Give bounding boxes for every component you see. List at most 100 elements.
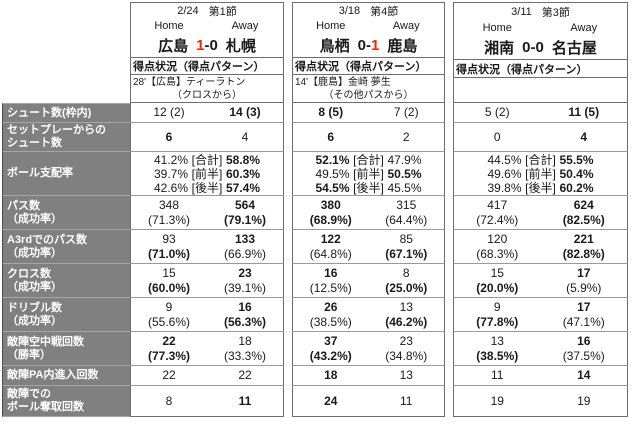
goal-pattern: （その他パスから） [323, 90, 414, 101]
home-team: 湘南 [484, 39, 515, 57]
stat-row-possession: ボール支配率 41.2% [合計] 58.8% 39.7% [前半] 60.3% 42.… [2, 152, 636, 196]
row-label: クロス数 （成功率） [2, 264, 130, 298]
goals-section-header: 得点状況（得点パターン） [131, 56, 283, 75]
stat-cell: 380 (68.9%) 315 (64.4%) [292, 196, 445, 230]
score-sep: - [366, 36, 371, 54]
home-label: Home [316, 20, 346, 33]
home-away-labels: Home Away [293, 19, 444, 33]
stat-cell: 120 (68.3%) 221 (82.8%) [453, 230, 628, 264]
match-stats-table: 2/24 第1節 Home Away 広島 1-0 札幌 得点状況（得点パターン… [2, 2, 636, 417]
stat-cell: 22 22 [130, 366, 284, 386]
header-spacer [2, 2, 130, 103]
home-score: 1 [196, 36, 205, 54]
stat-row-passes: パス数 （成功率） 348 (71.3%) 564 (79.1%) 380 (68.9%… [2, 196, 636, 230]
stat-cell: 18 13 [292, 366, 445, 386]
away-team: 鹿島 [387, 37, 418, 55]
stat-cell: 93 (71.0%) 133 (66.9%) [130, 230, 284, 264]
score: 0-1 [358, 37, 380, 54]
row-label: 敵陣空中戦回数 （勝率） [2, 332, 130, 366]
stat-cell: 52.1% [合計] 47.9% 49.5% [前半] 50.5% 54.5% [後半] 4… [292, 152, 445, 196]
stat-cell: 26 (38.5%) 13 (46.2%) [292, 298, 445, 332]
row-label: シュート数(枠内) [2, 103, 130, 123]
stat-cell: 15 (20.0%) 17 (5.9%) [453, 264, 628, 298]
stat-cell: 9 (77.8%) 17 (47.1%) [453, 298, 628, 332]
match-date: 3/11 第3節 [454, 3, 627, 20]
goals-list: 14'【鹿島】金崎 夢生 （その他パスから） [293, 75, 444, 102]
home-team: 鳥栖 [319, 37, 350, 55]
stat-cell: 11 14 [453, 366, 628, 386]
home-score: 0 [522, 38, 531, 56]
match-header-2: 3/18 第4節 Home Away 鳥栖 0-1 鹿島 得点状況（得点パターン… [292, 2, 445, 103]
goals-section-header: 得点状況（得点パターン） [454, 59, 627, 78]
stat-cell: 24 11 [292, 386, 445, 417]
match-header-1: 2/24 第1節 Home Away 広島 1-0 札幌 得点状況（得点パターン… [130, 2, 284, 103]
stat-cell: 44.5% [合計] 55.5% 49.6% [前半] 50.4% 39.8% [後半] 6… [453, 152, 628, 196]
away-team: 札幌 [225, 37, 256, 55]
match-date: 3/18 第4節 [293, 3, 444, 19]
stat-cell: 12 (2) 14 (3) [130, 103, 284, 123]
stat-cell: 348 (71.3%) 564 (79.1%) [130, 196, 284, 230]
goals-list: 28'【広島】ティーラトン （クロスから） [131, 75, 283, 102]
home-team: 広島 [158, 37, 189, 55]
stat-cell: 16 (12.5%) 8 (25.0%) [292, 264, 445, 298]
away-team: 名古屋 [551, 39, 597, 57]
row-label: ドリブル数 （成功率） [2, 298, 130, 332]
goals-list [454, 78, 627, 102]
stat-cell: 9 (55.6%) 16 (56.3%) [130, 298, 284, 332]
home-away-labels: Home Away [131, 19, 283, 33]
stat-cell: 22 (77.3%) 18 (33.3%) [130, 332, 284, 366]
round: 第3節 [541, 6, 570, 19]
goal-scorer: 14'【鹿島】金崎 夢生 [295, 77, 391, 88]
match-header-3: 3/11 第3節 Home Away 湘南 0-0 名古屋 得点状況（得点パター… [453, 2, 628, 103]
date: 3/18 [338, 5, 361, 18]
stat-cell: 19 19 [453, 386, 628, 417]
stat-cell: 6 2 [292, 123, 445, 152]
stat-row-ball-recoveries: 敵陣での ボール奪取回数 8 11 24 11 19 19 [2, 386, 636, 417]
stat-row-pa-entries: 敵陣PA内進入回数 22 22 18 13 11 14 [2, 366, 636, 386]
stat-row-setplay-shots: セットプレーからの シュート数 6 4 6 2 0 4 [2, 123, 636, 152]
away-label: Away [231, 20, 259, 33]
away-score: 0 [535, 38, 544, 56]
away-score: 0 [209, 36, 218, 54]
stat-cell: 6 4 [130, 123, 284, 152]
stat-row-a3rd-passes: A3rdでのパス数 （成功率） 93 (71.0%) 133 (66.9%) 122(… [2, 230, 636, 264]
match-date: 2/24 第1節 [131, 3, 283, 19]
row-label: 敵陣PA内進入回数 [2, 366, 130, 386]
stat-row-dribbles: ドリブル数 （成功率） 9 (55.6%) 16 (56.3%) 26 (38.5%) … [2, 298, 636, 332]
stat-cell: 37 (43.2%) 23 (34.8%) [292, 332, 445, 366]
score-sep: - [530, 38, 536, 56]
row-label: ボール支配率 [2, 152, 130, 196]
stat-cell: 122 (64.8%) 85 (67.1%) [292, 230, 445, 264]
stat-cell: 0 4 [453, 123, 628, 152]
stat-cell: 5 (2) 11 (5) [453, 103, 628, 123]
home-label: Home [154, 20, 184, 33]
away-label: Away [392, 20, 420, 33]
stat-cell: 41.2% [合計] 58.8% 39.7% [前半] 60.3% 42.6% [後半] 5… [130, 152, 284, 196]
stat-cell: 15 (60.0%) 23 (39.1%) [130, 264, 284, 298]
header-row: 2/24 第1節 Home Away 広島 1-0 札幌 得点状況（得点パターン… [2, 2, 636, 103]
score-line: 広島 1-0 札幌 [131, 34, 283, 57]
round: 第4節 [370, 6, 399, 19]
date: 2/24 [177, 5, 199, 18]
away-score: 1 [371, 36, 380, 54]
goal-pattern: （クロスから） [172, 90, 242, 101]
row-label: A3rdでのパス数 （成功率） [2, 230, 130, 264]
stat-cell: 13 (38.5%) 16 (37.5%) [453, 332, 628, 366]
home-score: 0 [357, 36, 366, 54]
stat-cell: 8 11 [130, 386, 284, 417]
score-line: 鳥栖 0-1 鹿島 [293, 34, 444, 57]
home-label: Home [482, 21, 512, 34]
row-label: パス数 （成功率） [2, 196, 130, 230]
stat-row-crosses: クロス数 （成功率） 15 (60.0%) 23 (39.1%) 16 (12.5%) … [2, 264, 636, 298]
stat-row-aerials: 敵陣空中戦回数 （勝率） 22 (77.3%) 18 (33.3%) 37 (43.2%… [2, 332, 636, 366]
away-label: Away [570, 21, 598, 34]
row-label: セットプレーからの シュート数 [2, 123, 130, 152]
goal-scorer: 28'【広島】ティーラトン [133, 77, 246, 88]
date: 3/11 [511, 5, 532, 18]
score: 0-0 [522, 39, 544, 56]
stat-cell: 417 (72.4%) 624 (82.5%) [453, 196, 628, 230]
score-line: 湘南 0-0 名古屋 [454, 35, 627, 59]
score: 1-0 [196, 37, 218, 54]
stat-cell: 8 (5) 7 (2) [292, 103, 445, 123]
score-sep: - [204, 36, 210, 54]
